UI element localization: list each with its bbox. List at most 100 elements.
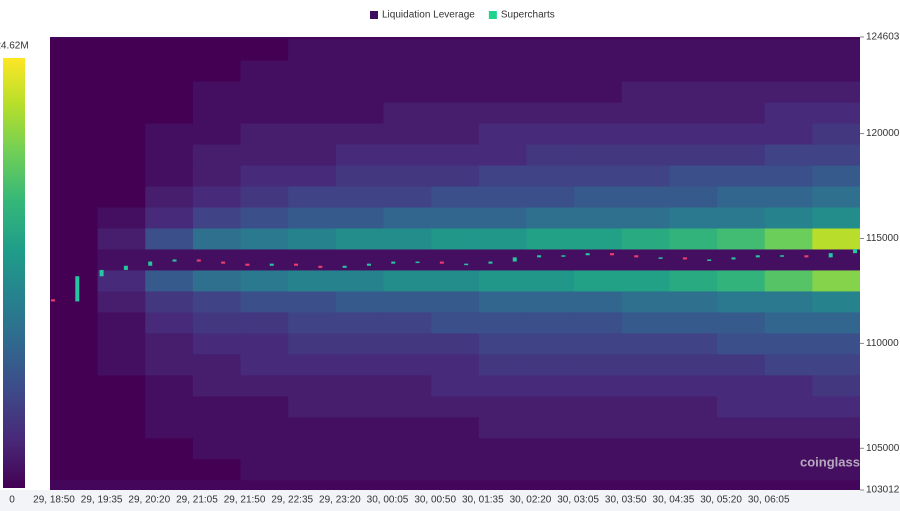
heatmap-cell (526, 207, 575, 229)
heatmap-cell (574, 290, 623, 313)
heatmap-cell (621, 207, 670, 229)
heatmap-cell (574, 81, 623, 103)
heatmap-cell (717, 269, 766, 292)
heatmap-cell (669, 248, 718, 271)
heatmap-cell (192, 332, 242, 355)
heatmap-cell (145, 227, 194, 250)
heatmap-cell (621, 353, 670, 376)
heatmap-cell (335, 102, 385, 124)
heatmap-cell (335, 123, 385, 145)
candle-body (488, 261, 493, 264)
heatmap-cell (478, 248, 527, 271)
heatmap-cell (812, 458, 860, 481)
heatmap-cell (717, 395, 766, 418)
heatmap-cell (812, 437, 860, 460)
heatmap-cell (97, 458, 146, 481)
heatmap-cell (240, 395, 289, 418)
heatmap-cell (478, 437, 527, 460)
x-tick-label: 30, 00:50 (414, 495, 456, 506)
y-tick-label: 115000 (866, 233, 899, 244)
heatmap-cell (717, 416, 766, 439)
candle-body (585, 253, 590, 256)
heatmap-cell (145, 186, 194, 208)
x-tick-label: 30, 06:05 (748, 495, 790, 506)
heatmap-cell (431, 437, 480, 460)
heatmap-cell (288, 311, 337, 334)
heatmap-cell (526, 269, 575, 292)
heatmap-cell (812, 123, 860, 145)
heatmap-cell (431, 332, 480, 355)
heatmap-cell (526, 290, 575, 313)
heatmap-cell (192, 39, 242, 61)
heatmap-cell (526, 123, 575, 145)
heatmap-cell (478, 269, 527, 292)
heatmap-cell (621, 269, 670, 292)
candle-body (318, 265, 323, 268)
heatmap-cell (669, 144, 718, 166)
heatmap-cell (288, 269, 337, 292)
heatmap-cell (335, 207, 385, 229)
colorbar-label: 0 (9, 495, 15, 506)
heatmap-cell (812, 186, 860, 208)
heatmap-cell (574, 311, 623, 334)
heatmap-cell (812, 332, 860, 355)
heatmap-cell (145, 311, 194, 334)
heatmap-cell (717, 39, 766, 61)
heatmap-cell (192, 144, 242, 166)
heatmap-cell (717, 374, 766, 397)
candle-body (828, 253, 833, 258)
heatmap-cell (669, 311, 718, 334)
heatmap-cell (288, 186, 337, 208)
heatmap-cell (574, 374, 623, 397)
heatmap-cell (97, 207, 146, 229)
heatmap-cell (288, 437, 337, 460)
x-tick-label: 30, 04:35 (653, 495, 695, 506)
heatmap-cell (240, 165, 289, 187)
heatmap-cell (240, 186, 289, 208)
heatmap-cell (669, 437, 718, 460)
heatmap-cell (50, 60, 99, 82)
heatmap-cell (478, 227, 527, 250)
heatmap-cell (240, 374, 289, 397)
heatmap-cell (764, 437, 813, 460)
heatmap-cell (764, 248, 813, 271)
heatmap-cell (812, 353, 860, 376)
heatmap-cell (764, 374, 813, 397)
candle-body (294, 263, 299, 266)
candle-body (196, 259, 201, 262)
heatmap-cell (145, 332, 194, 355)
heatmap-cell (288, 39, 337, 61)
heatmap-cell (383, 269, 432, 292)
heatmap-cell (335, 395, 385, 418)
heatmap-cell (240, 144, 289, 166)
heatmap-cell (669, 395, 718, 418)
heatmap-cell (431, 39, 480, 61)
heatmap-cell (764, 123, 813, 145)
heatmap-cell (574, 102, 623, 124)
candle-body (464, 263, 469, 266)
watermark: coinglass (800, 454, 860, 469)
heatmap-cell (383, 165, 432, 187)
heatmap-cell (526, 395, 575, 418)
heatmap-cell (145, 81, 194, 103)
heatmap-cell (192, 374, 242, 397)
heatmap-cell (526, 165, 575, 187)
candle-body (415, 261, 420, 264)
heatmap-cell (717, 60, 766, 82)
heatmap-cell (383, 290, 432, 313)
heatmap-cell (383, 102, 432, 124)
heatmap-cell (383, 227, 432, 250)
heatmap-cell (97, 186, 146, 208)
legend-label: Supercharts (501, 10, 555, 21)
heatmap-cell (764, 207, 813, 229)
heatmap-cell (240, 353, 289, 376)
candle-body (269, 263, 274, 266)
candle-body (391, 261, 396, 264)
heatmap-cell (335, 332, 385, 355)
heatmap-cell (764, 290, 813, 313)
heatmap-cell (335, 248, 385, 271)
candle-body (609, 253, 614, 256)
heatmap-cell (478, 290, 527, 313)
heatmap-cell (383, 81, 432, 103)
y-tick-label: 120000 (866, 128, 900, 139)
